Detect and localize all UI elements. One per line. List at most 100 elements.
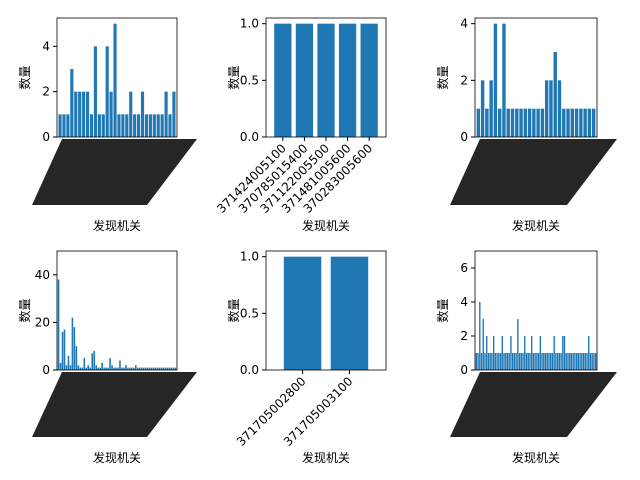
x-axis-label: 发现机关	[512, 218, 560, 233]
y-tick-label: 4	[460, 17, 468, 31]
bar	[66, 114, 70, 137]
x-axis-label: 发现机关	[93, 450, 141, 465]
y-axis-label: 数量	[17, 298, 32, 322]
bar	[591, 108, 596, 137]
y-axis-label: 数量	[435, 65, 450, 89]
bar	[515, 108, 519, 137]
bar	[534, 353, 536, 370]
y-axis-label: 数量	[226, 298, 241, 322]
bar	[360, 23, 378, 138]
bar	[154, 367, 157, 370]
bar	[129, 367, 131, 370]
bar	[544, 353, 547, 370]
bar	[156, 114, 160, 137]
bar	[58, 114, 62, 137]
bar	[81, 367, 84, 370]
bar	[63, 329, 66, 370]
axes-frame	[56, 17, 178, 138]
bar	[148, 367, 151, 370]
bar	[537, 353, 540, 370]
bar	[498, 353, 500, 370]
bar	[156, 367, 159, 370]
bar	[93, 46, 97, 138]
bar	[522, 353, 524, 370]
bar	[330, 256, 369, 370]
y-axis-label: 数量	[17, 65, 32, 89]
bar	[125, 365, 127, 370]
bar	[121, 114, 125, 137]
bar	[59, 362, 62, 370]
bar	[530, 336, 533, 370]
bar	[577, 353, 580, 370]
bar	[74, 91, 78, 137]
bar	[105, 46, 109, 138]
bar	[581, 353, 583, 370]
bar	[166, 367, 169, 370]
bar	[113, 23, 117, 138]
bar	[492, 336, 495, 370]
bar	[594, 353, 597, 370]
bar	[148, 114, 152, 137]
bar	[57, 279, 60, 370]
bar	[506, 108, 510, 137]
bar	[75, 346, 78, 370]
bar	[117, 367, 119, 370]
bar	[519, 108, 523, 137]
bar	[150, 367, 153, 370]
bar	[496, 353, 498, 370]
bar	[560, 353, 562, 370]
bar	[138, 367, 141, 370]
bar	[480, 353, 483, 370]
bar	[79, 367, 82, 370]
y-tick-label: 2	[42, 85, 50, 99]
bar	[491, 353, 493, 370]
bar	[121, 367, 123, 370]
y-tick-label: 0.0	[240, 363, 259, 377]
bar	[544, 80, 549, 137]
bar	[133, 114, 137, 137]
bar	[129, 91, 133, 137]
bar	[482, 319, 484, 370]
bar	[170, 367, 173, 370]
bar	[546, 353, 548, 370]
bar	[69, 365, 72, 370]
bar	[479, 302, 481, 370]
bar	[501, 336, 503, 370]
bar	[539, 336, 542, 370]
y-tick-label: 0.5	[240, 306, 259, 320]
bar	[101, 114, 105, 137]
bar	[83, 358, 86, 370]
y-tick-label: 6	[460, 261, 468, 275]
bar	[523, 108, 528, 137]
bar	[164, 91, 168, 137]
bar	[99, 367, 101, 370]
bar	[505, 353, 507, 370]
bar	[93, 350, 96, 370]
bar	[485, 108, 489, 137]
bar	[160, 367, 163, 370]
y-tick-label: 1.0	[240, 250, 259, 264]
bar	[476, 108, 481, 137]
bar	[556, 353, 559, 370]
bar	[572, 353, 574, 370]
bar	[570, 353, 573, 370]
bar	[274, 23, 292, 138]
bar	[105, 367, 107, 370]
bar	[73, 327, 76, 370]
bar	[506, 353, 509, 370]
bar	[164, 367, 167, 370]
bar	[140, 367, 143, 370]
bar	[553, 52, 557, 137]
bar	[591, 353, 593, 370]
y-tick-label: 2	[460, 329, 468, 343]
bar	[484, 353, 486, 370]
bar	[582, 353, 585, 370]
bar	[567, 353, 569, 370]
bar	[532, 353, 535, 370]
bar	[494, 353, 497, 370]
bar	[480, 80, 485, 137]
bar	[477, 353, 479, 370]
bar	[569, 353, 571, 370]
bar	[508, 353, 510, 370]
bar	[511, 353, 514, 370]
